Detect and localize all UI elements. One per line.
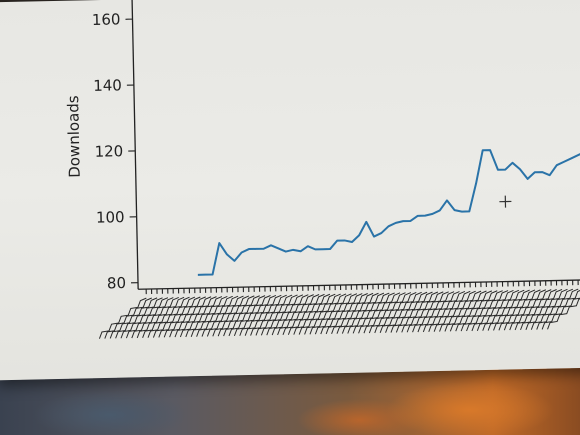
- x-tick-label: [169, 296, 217, 338]
- x-tick-label: [487, 289, 536, 331]
- x-tick-label: [444, 290, 493, 332]
- x-ticks: [145, 280, 579, 295]
- x-tick-label: [131, 296, 179, 339]
- x-tick-label: [514, 288, 563, 331]
- x-tick-label: [455, 290, 503, 332]
- x-tick-label: [428, 290, 476, 332]
- x-tick-label: [536, 288, 580, 330]
- x-tick-label: [158, 296, 206, 338]
- x-tick-label: [422, 290, 471, 333]
- y-ticks: 80 100 120 140 160: [92, 10, 139, 292]
- x-tick-label: [331, 292, 379, 335]
- x-tick-label: [482, 289, 530, 331]
- x-tick-label: [212, 295, 260, 337]
- x-tick-label: [385, 291, 433, 333]
- x-tick-label: [260, 294, 309, 336]
- x-tick-label: [136, 296, 185, 339]
- x-tick-label: [390, 291, 439, 333]
- y-axis-label: Downloads: [64, 95, 84, 178]
- x-tick-label: [341, 292, 390, 334]
- crosshair-cursor: [499, 195, 512, 208]
- x-tick-label: [509, 289, 557, 331]
- x-tick-label: [493, 289, 541, 331]
- x-tick-label: [379, 291, 428, 333]
- x-tick-label: [147, 296, 196, 338]
- x-tick-label: [115, 297, 163, 339]
- x-tick-label: [196, 295, 244, 337]
- x-tick-label: [525, 288, 574, 330]
- x-tick-label: [282, 293, 331, 336]
- x-tick-label: [298, 293, 347, 335]
- x-tick-label: [374, 291, 422, 334]
- x-tick-label: [309, 293, 358, 335]
- x-tick-label: [109, 297, 158, 339]
- x-tick-label: [395, 291, 444, 333]
- line-chart: Downloads 80 100 120 140 160: [64, 0, 580, 339]
- x-tick-label: [412, 291, 460, 333]
- x-tick-label: [163, 296, 212, 338]
- x-tick-label: [498, 289, 547, 331]
- x-tick-label: [277, 293, 325, 336]
- x-tick-label: [466, 289, 514, 332]
- x-tick-label: [250, 294, 298, 336]
- x-tick-label: [406, 291, 455, 333]
- x-tick-label: [179, 295, 228, 338]
- x-tick-label: [98, 297, 147, 339]
- x-tick-label: [125, 297, 174, 339]
- x-tick-label: [541, 288, 580, 330]
- x-tick-label: [233, 294, 282, 337]
- x-tick-label: [255, 294, 304, 336]
- x-tick-label: [223, 295, 271, 337]
- x-tick-label: [352, 292, 401, 334]
- x-tick-label: [239, 294, 287, 336]
- y-tick-label: 120: [94, 142, 123, 161]
- y-axis-line: [131, 0, 139, 290]
- x-tick-label: [320, 293, 368, 335]
- x-tick-label: [152, 296, 201, 338]
- x-tick-labels: [98, 288, 580, 339]
- x-tick-label: [363, 292, 412, 334]
- x-tick-label: [293, 293, 341, 335]
- x-tick-label: [104, 297, 152, 339]
- x-tick-label: [304, 293, 352, 335]
- y-tick-label: 140: [93, 76, 122, 95]
- x-tick-label: [217, 295, 266, 337]
- x-tick-label: [471, 289, 520, 332]
- x-tick-label: [336, 292, 385, 334]
- x-tick-label: [266, 294, 314, 336]
- x-tick-label: [476, 289, 525, 331]
- x-tick-label: [358, 292, 406, 334]
- x-tick-label: [433, 290, 482, 332]
- x-tick-label: [368, 292, 417, 334]
- plot-window: Downloads 80 100 120 140 160: [0, 0, 580, 381]
- x-tick-label: [520, 288, 568, 331]
- x-tick-label: [206, 295, 255, 337]
- x-tick-label: [547, 288, 580, 330]
- y-tick-label: 80: [107, 274, 126, 292]
- x-tick-label: [503, 289, 552, 331]
- x-tick-label: [228, 294, 277, 337]
- x-tick-label: [287, 293, 336, 335]
- x-tick-label: [190, 295, 239, 337]
- x-tick-label: [401, 291, 449, 333]
- x-tick-label: [460, 290, 509, 332]
- y-tick-label: 100: [96, 208, 125, 227]
- x-tick-label: [185, 295, 233, 338]
- x-tick-label: [142, 296, 190, 338]
- x-tick-label: [530, 288, 579, 330]
- x-tick-label: [449, 290, 498, 332]
- x-tick-label: [314, 293, 363, 335]
- x-tick-label: [417, 290, 466, 333]
- x-tick-label: [439, 290, 487, 332]
- x-tick-label: [325, 292, 374, 335]
- series-line: [197, 137, 580, 276]
- x-tick-label: [271, 294, 320, 336]
- y-tick-label: 160: [92, 10, 121, 29]
- x-tick-label: [201, 295, 250, 337]
- x-tick-label: [120, 297, 169, 339]
- x-tick-label: [174, 296, 223, 338]
- x-tick-label: [244, 294, 293, 336]
- x-tick-label: [347, 292, 395, 334]
